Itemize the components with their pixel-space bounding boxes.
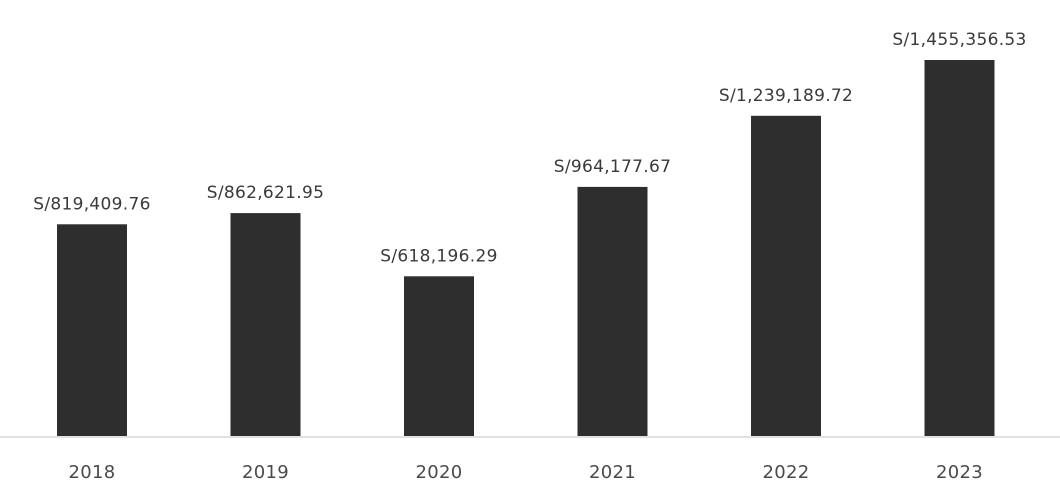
- bars-group: [57, 60, 995, 437]
- x-tick-label-2023: 2023: [936, 462, 983, 483]
- x-tick-label-2020: 2020: [415, 462, 462, 483]
- x-tick-label-2018: 2018: [68, 462, 115, 483]
- x-tick-labels-group: 2018 2019 2020 2021 2022 2023: [68, 462, 983, 483]
- x-tick-label-2022: 2022: [762, 462, 809, 483]
- bar-2021: [577, 186, 648, 436]
- data-label-2023: S/1,455,356.53: [892, 30, 1026, 50]
- bar-2020: [404, 276, 474, 436]
- bar-2023: [924, 60, 995, 436]
- x-tick-label-2021: 2021: [589, 462, 636, 483]
- bar-2022: [751, 115, 821, 437]
- data-label-2022: S/1,239,189.72: [719, 86, 853, 106]
- bar-2018: [57, 224, 127, 436]
- data-label-2019: S/862,621.95: [207, 183, 324, 203]
- x-tick-label-2019: 2019: [242, 462, 289, 483]
- bar-2019: [230, 213, 301, 436]
- data-label-2021: S/964,177.67: [554, 157, 671, 177]
- data-labels-group: S/819,409.76 S/862,621.95 S/618,196.29 S/96…: [33, 30, 1026, 266]
- data-label-2018: S/819,409.76: [33, 194, 150, 214]
- data-label-2020: S/618,196.29: [380, 246, 497, 266]
